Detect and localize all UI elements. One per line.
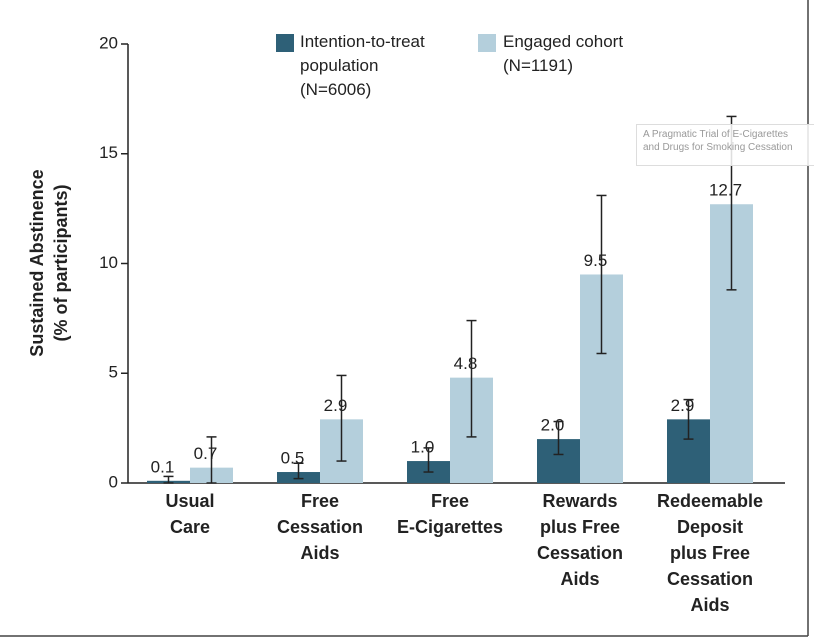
value-label: 0.5 [281, 449, 305, 468]
x-tick-label-line: Cessation [537, 543, 623, 563]
watermark-line: A Pragmatic Trial of E-Cigarettes [643, 129, 789, 140]
y-axis-label: Sustained Abstinence (% of participants) [27, 169, 71, 356]
legend-label: Intention-to-treat population (N=6006) [300, 32, 425, 99]
x-tick-label-line: Aids [560, 569, 599, 589]
value-label: 2.9 [671, 396, 695, 415]
legend-swatch [478, 34, 496, 52]
x-tick-label-line: Redeemable [657, 491, 763, 511]
legend-label: Engaged cohort (N=1191) [503, 32, 624, 75]
value-label: 2.0 [541, 416, 565, 435]
x-tick-label-line: Aids [300, 543, 339, 563]
x-tick-label-line: Rewards [542, 491, 617, 511]
value-label: 4.8 [454, 354, 478, 373]
x-tick-label-line: Cessation [277, 517, 363, 537]
value-label: 2.9 [324, 396, 348, 415]
x-tick-label: Rewards plus Free Cessation Aids [537, 491, 623, 589]
x-tick-label: Free Cessation Aids [277, 491, 363, 563]
y-tick-label: 20 [99, 33, 118, 52]
x-tick-label: Free E-Cigarettes [397, 491, 503, 537]
x-tick-label-line: Aids [690, 595, 729, 615]
x-tick-label-line: E-Cigarettes [397, 517, 503, 537]
x-tick-label: Usual Care [165, 491, 214, 537]
legend-swatch [276, 34, 294, 52]
x-tick-label-line: plus Free [540, 517, 620, 537]
y-tick-label: 5 [109, 363, 118, 382]
value-label: 9.5 [584, 251, 608, 270]
x-tick-label-line: plus Free [670, 543, 750, 563]
value-label: 12.7 [709, 181, 742, 200]
x-tick-label-line: Usual [165, 491, 214, 511]
x-tick-label-line: Free [301, 491, 339, 511]
value-label: 0.1 [151, 457, 175, 476]
x-tick-label-line: Free [431, 491, 469, 511]
y-axis-label-line: (% of participants) [51, 184, 71, 341]
y-tick-label: 0 [109, 472, 118, 491]
y-axis-label-line: Sustained Abstinence [27, 169, 47, 356]
x-tick-label-line: Care [170, 517, 210, 537]
y-tick-label: 15 [99, 143, 118, 162]
y-tick-label: 10 [99, 253, 118, 272]
value-label: 1.0 [411, 438, 435, 457]
watermark: A Pragmatic Trial of E-Cigarettes and Dr… [636, 124, 814, 166]
x-tick-label: Redeemable Deposit plus Free Cessation Aids [657, 491, 763, 615]
x-tick-label-line: Deposit [677, 517, 743, 537]
value-label: 0.7 [194, 444, 218, 463]
x-tick-label-line: Cessation [667, 569, 753, 589]
watermark-line: and Drugs for Smoking Cessation [643, 142, 793, 153]
